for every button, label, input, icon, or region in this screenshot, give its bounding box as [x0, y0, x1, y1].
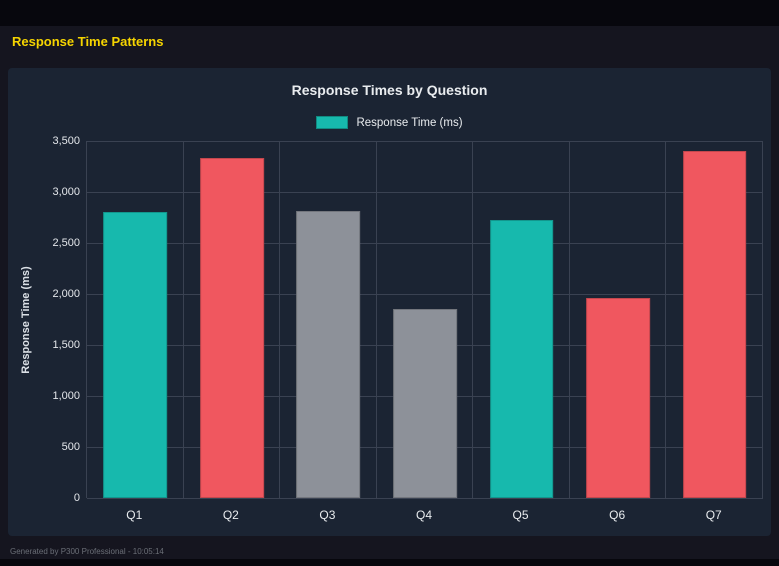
gridline-vertical: [182, 141, 184, 498]
window-top-strip: [0, 0, 779, 26]
x-tick-label: Q7: [705, 508, 722, 522]
plot-area: [86, 141, 763, 499]
bar-q2: [199, 158, 264, 498]
gridline-horizontal: [87, 192, 763, 193]
x-tick-label: Q5: [512, 508, 529, 522]
y-tick-label: 2,000: [52, 288, 80, 300]
bar-q1: [103, 212, 168, 498]
y-axis-ticks: 3,500 3,000 2,500 2,000 1,500 1,000 500 0: [8, 135, 80, 504]
y-tick-label: 1,000: [52, 390, 80, 402]
gridline-horizontal: [87, 141, 763, 142]
y-tick-label: 500: [61, 441, 80, 453]
gridline-vertical: [568, 141, 570, 498]
legend-swatch: [316, 116, 349, 129]
bar-q6: [586, 298, 651, 498]
window-bottom-strip: [0, 559, 779, 566]
chart-legend: Response Time (ms): [8, 116, 771, 129]
y-tick-label: 0: [73, 492, 80, 504]
bar-q7: [682, 151, 747, 498]
gridline-vertical: [472, 141, 474, 498]
x-tick-label: Q1: [126, 508, 143, 522]
x-tick-label: Q2: [222, 508, 239, 522]
bar-q3: [296, 211, 361, 498]
chart-panel: Response Times by Question Response Time…: [8, 68, 771, 536]
footer-note: Generated by P300 Professional - 10:05:1…: [10, 547, 164, 556]
x-tick-label: Q4: [415, 508, 433, 522]
bar-q5: [489, 219, 554, 498]
gridline-vertical: [375, 141, 377, 498]
y-tick-label: 3,500: [52, 135, 80, 147]
y-tick-label: 2,500: [52, 237, 80, 249]
chart-title: Response Times by Question: [291, 82, 488, 98]
bar-q4: [393, 309, 457, 498]
gridline-horizontal: [87, 294, 763, 295]
y-tick-label: 1,500: [52, 339, 80, 351]
legend-label: Response Time (ms): [356, 116, 463, 129]
gridline-vertical: [279, 141, 281, 498]
page-title: Response Time Patterns: [12, 34, 164, 49]
y-tick-label: 3,000: [52, 186, 80, 198]
gridline-vertical: [762, 141, 763, 498]
gridline-vertical: [665, 141, 667, 498]
x-axis-labels: Q1 Q2 Q3 Q4 Q5 Q6 Q7: [86, 508, 762, 526]
x-tick-label: Q3: [319, 508, 336, 522]
gridline-horizontal: [87, 243, 763, 244]
x-tick-label: Q6: [609, 508, 626, 522]
gridline-horizontal: [87, 498, 763, 499]
